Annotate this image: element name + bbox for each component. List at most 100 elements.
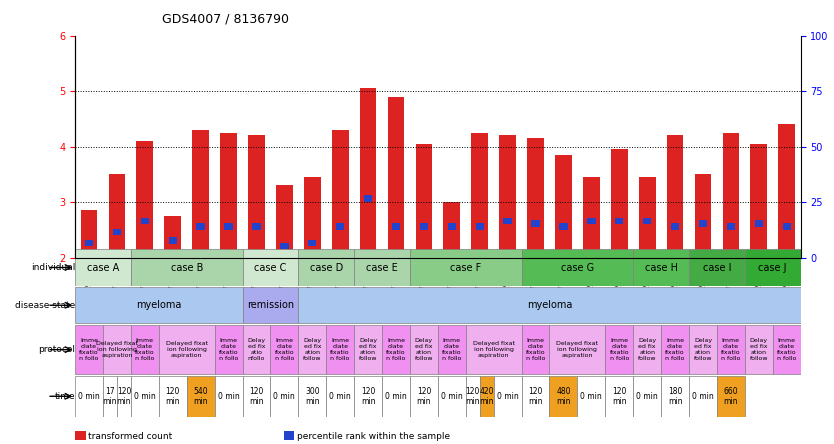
FancyBboxPatch shape <box>550 325 605 374</box>
Bar <box>81 210 98 258</box>
Text: 120
min: 120 min <box>528 387 543 406</box>
FancyBboxPatch shape <box>158 325 214 374</box>
FancyBboxPatch shape <box>689 250 745 285</box>
FancyBboxPatch shape <box>521 376 550 416</box>
FancyBboxPatch shape <box>605 376 633 416</box>
Text: Imme
diate
fixatio
n follo: Imme diate fixatio n follo <box>610 338 629 361</box>
Bar <box>141 218 149 224</box>
Bar <box>168 237 177 244</box>
Bar <box>415 144 432 258</box>
Bar <box>308 240 316 246</box>
Text: case B: case B <box>170 262 203 273</box>
Text: 0 min: 0 min <box>329 392 351 401</box>
Text: GDS4007 / 8136790: GDS4007 / 8136790 <box>162 13 289 26</box>
Text: case I: case I <box>703 262 731 273</box>
Text: Imme
diate
fixatio
n follo: Imme diate fixatio n follo <box>721 338 741 361</box>
Bar <box>471 133 488 258</box>
Text: 0 min: 0 min <box>385 392 407 401</box>
Text: 120
min: 120 min <box>165 387 180 406</box>
FancyBboxPatch shape <box>689 376 717 416</box>
Bar <box>359 88 376 258</box>
FancyBboxPatch shape <box>465 376 480 416</box>
Text: Imme
diate
fixatio
n follo: Imme diate fixatio n follo <box>274 338 294 361</box>
Text: 120
min: 120 min <box>361 387 375 406</box>
Text: 120
min: 120 min <box>465 387 480 406</box>
Text: 0 min: 0 min <box>580 392 602 401</box>
FancyBboxPatch shape <box>633 325 661 374</box>
Text: case J: case J <box>758 262 787 273</box>
Text: individual: individual <box>31 263 75 272</box>
Text: 0 min: 0 min <box>497 392 519 401</box>
FancyBboxPatch shape <box>689 325 717 374</box>
Text: Delayed fixat
ion following
aspiration: Delayed fixat ion following aspiration <box>556 341 598 358</box>
Text: transformed count: transformed count <box>88 432 173 440</box>
Bar <box>671 223 679 230</box>
Text: 420
min: 420 min <box>480 387 494 406</box>
Bar <box>113 229 121 235</box>
Text: Imme
diate
fixatio
n follo: Imme diate fixatio n follo <box>135 338 154 361</box>
Text: Delay
ed fix
ation
follow: Delay ed fix ation follow <box>638 338 656 361</box>
FancyBboxPatch shape <box>382 325 410 374</box>
Bar <box>475 223 484 230</box>
Text: Imme
diate
fixatio
n follo: Imme diate fixatio n follo <box>79 338 98 361</box>
FancyBboxPatch shape <box>299 325 326 374</box>
Text: 660
min: 660 min <box>724 387 738 406</box>
Text: percentile rank within the sample: percentile rank within the sample <box>297 432 450 440</box>
Bar <box>782 223 791 230</box>
Bar <box>587 218 595 224</box>
FancyBboxPatch shape <box>103 325 131 374</box>
Bar <box>726 223 735 230</box>
Text: 0 min: 0 min <box>441 392 463 401</box>
FancyBboxPatch shape <box>633 376 661 416</box>
Bar <box>615 218 624 224</box>
FancyBboxPatch shape <box>410 376 438 416</box>
FancyBboxPatch shape <box>270 325 299 374</box>
Text: 120
min: 120 min <box>417 387 431 406</box>
FancyBboxPatch shape <box>299 250 354 285</box>
Text: Imme
diate
fixatio
n follo: Imme diate fixatio n follo <box>666 338 685 361</box>
Bar <box>500 135 516 258</box>
Bar <box>610 149 628 258</box>
Bar <box>108 174 125 258</box>
Bar <box>224 223 233 230</box>
FancyBboxPatch shape <box>410 250 521 285</box>
Text: 0 min: 0 min <box>692 392 714 401</box>
FancyBboxPatch shape <box>438 325 465 374</box>
Bar <box>643 218 651 224</box>
Bar <box>364 195 372 202</box>
FancyBboxPatch shape <box>299 376 326 416</box>
FancyBboxPatch shape <box>354 376 382 416</box>
Text: Delay
ed fix
ation
follow: Delay ed fix ation follow <box>694 338 712 361</box>
Bar <box>336 223 344 230</box>
Bar <box>583 177 600 258</box>
Bar <box>666 135 683 258</box>
FancyBboxPatch shape <box>717 325 745 374</box>
FancyBboxPatch shape <box>661 376 689 416</box>
Bar <box>639 177 656 258</box>
Text: case D: case D <box>309 262 343 273</box>
FancyBboxPatch shape <box>75 287 243 323</box>
Bar <box>555 155 572 258</box>
FancyBboxPatch shape <box>494 376 521 416</box>
Bar <box>332 130 349 258</box>
Bar <box>699 220 707 227</box>
Text: time: time <box>54 392 75 401</box>
Text: protocol: protocol <box>38 345 75 354</box>
Bar <box>248 135 265 258</box>
Text: case C: case C <box>254 262 287 273</box>
FancyBboxPatch shape <box>117 376 131 416</box>
Text: Imme
diate
fixatio
n follo: Imme diate fixatio n follo <box>330 338 350 361</box>
FancyBboxPatch shape <box>187 376 214 416</box>
Bar <box>527 138 544 258</box>
Bar <box>193 130 209 258</box>
Bar <box>197 223 205 230</box>
FancyBboxPatch shape <box>410 325 438 374</box>
FancyBboxPatch shape <box>299 287 801 323</box>
FancyBboxPatch shape <box>243 250 299 285</box>
FancyBboxPatch shape <box>354 325 382 374</box>
Bar <box>220 133 237 258</box>
FancyBboxPatch shape <box>521 250 633 285</box>
FancyBboxPatch shape <box>465 325 521 374</box>
Text: 300
min: 300 min <box>305 387 319 406</box>
FancyBboxPatch shape <box>243 325 270 374</box>
